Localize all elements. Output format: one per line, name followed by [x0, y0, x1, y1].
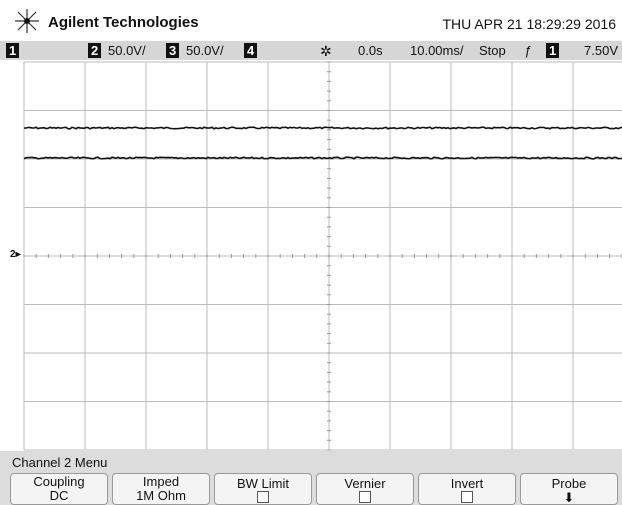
softkey[interactable]: Vernier: [316, 473, 414, 505]
softkey-label: Imped: [142, 474, 180, 489]
checkbox: [359, 491, 371, 503]
softkey[interactable]: Imped 1M Ohm: [112, 473, 210, 505]
menu-title: Channel 2 Menu: [12, 455, 108, 470]
softkey-label: Coupling: [33, 474, 85, 489]
softkey-label: Probe: [551, 476, 587, 491]
ch3-label: 3: [166, 43, 180, 58]
logo: [15, 9, 39, 33]
softkey-label: Invert: [450, 476, 484, 491]
softkey-value: DC: [49, 488, 69, 503]
softkey[interactable]: BW Limit: [214, 473, 312, 505]
ch1-label: 1: [6, 43, 20, 58]
trace: [23, 126, 622, 130]
checkbox: [257, 491, 269, 503]
ch4-label: 4: [244, 43, 258, 58]
ch3-scale: 50.0V/: [186, 43, 224, 58]
arrow-icon: ⬇: [563, 490, 575, 505]
brand: Agilent Technologies: [48, 14, 199, 31]
datetime: THU APR 21 18:29:29 2016: [442, 16, 616, 32]
ground-marker: 2▸: [10, 249, 21, 260]
ground-marker-label: 2: [10, 249, 16, 260]
softkey-value: 1M Ohm: [136, 488, 186, 503]
softkey[interactable]: Coupling DC: [10, 473, 108, 505]
trigger-icon: ✲: [320, 43, 332, 59]
edge-icon: ƒ: [524, 43, 532, 58]
checkbox: [461, 491, 473, 503]
run-state: Stop: [479, 43, 506, 58]
softkey-label: BW Limit: [237, 476, 289, 491]
softkey[interactable]: Probe ⬇: [520, 473, 618, 505]
softkey-label: Vernier: [344, 476, 386, 491]
status-bar: [0, 41, 622, 60]
timebase: 10.00ms/: [410, 43, 464, 58]
trace: [23, 156, 622, 160]
ch2-scale: 50.0V/: [108, 43, 146, 58]
trigger-level: 7.50V: [584, 43, 618, 58]
delay: 0.0s: [358, 43, 383, 58]
softkey[interactable]: Invert: [418, 473, 516, 505]
waveform-display: [23, 61, 622, 451]
ch2-label: 2: [88, 43, 102, 58]
trigger-source: 1: [546, 43, 560, 58]
